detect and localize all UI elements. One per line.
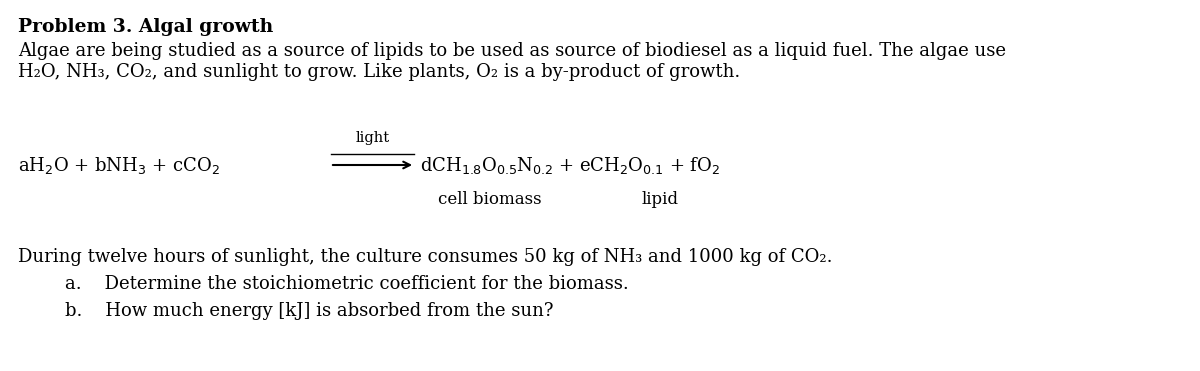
Text: lipid: lipid: [642, 191, 678, 208]
Text: aH$_2$O + bNH$_3$ + cCO$_2$: aH$_2$O + bNH$_3$ + cCO$_2$: [18, 154, 220, 175]
Text: Problem 3. Algal growth: Problem 3. Algal growth: [18, 18, 274, 36]
Text: During twelve hours of sunlight, the culture consumes 50 kg of NH₃ and 1000 kg o: During twelve hours of sunlight, the cul…: [18, 248, 833, 266]
Text: Algae are being studied as a source of lipids to be used as source of biodiesel : Algae are being studied as a source of l…: [18, 42, 1006, 60]
Text: dCH$_{1.8}$O$_{0.5}$N$_{0.2}$ + eCH$_2$O$_{0.1}$ + fO$_2$: dCH$_{1.8}$O$_{0.5}$N$_{0.2}$ + eCH$_2$O…: [420, 154, 720, 175]
Text: a.    Determine the stoichiometric coefficient for the biomass.: a. Determine the stoichiometric coeffici…: [65, 275, 629, 293]
Text: cell biomass: cell biomass: [438, 191, 542, 208]
Text: b.    How much energy [kJ] is absorbed from the sun?: b. How much energy [kJ] is absorbed from…: [65, 302, 553, 320]
Text: light: light: [355, 131, 390, 145]
Text: H₂O, NH₃, CO₂, and sunlight to grow. Like plants, O₂ is a by-product of growth.: H₂O, NH₃, CO₂, and sunlight to grow. Lik…: [18, 63, 740, 81]
